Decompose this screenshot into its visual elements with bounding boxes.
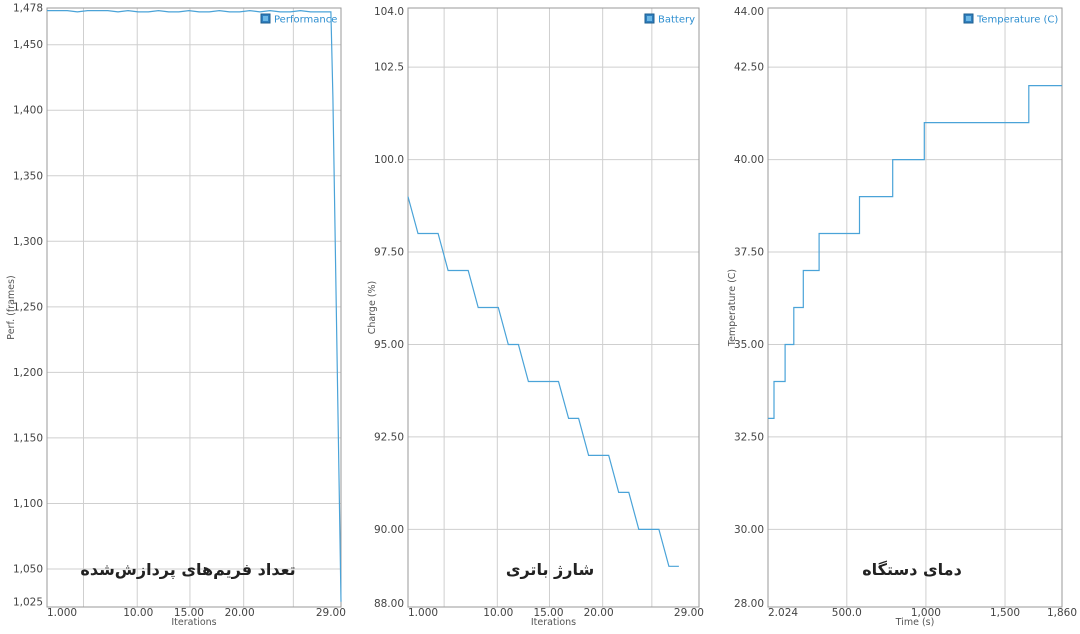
batt-ytick-label: 92.50 <box>374 431 404 443</box>
temp-xtick-label: 500.0 <box>832 607 862 619</box>
perf-ytick-label: 1,250 <box>13 301 43 313</box>
temp-y-axis-label: Temperature (C) <box>727 269 738 347</box>
perf-series-line <box>47 9 342 602</box>
batt-ytick-label: 97.50 <box>374 247 404 259</box>
perf-ytick-label: 1,300 <box>13 236 43 248</box>
temp-xtick-label: 1,000 <box>911 607 941 619</box>
perf-x-axis-label: Iterations <box>171 617 216 628</box>
perf-ytick-label: 1,200 <box>13 367 43 379</box>
perf-xtick-label: 1.000 <box>47 607 77 619</box>
perf-legend-swatch-inner <box>263 16 268 21</box>
batt-xtick-label: 10.00 <box>483 607 513 619</box>
batt-caption: شارژ باتری <box>506 560 594 579</box>
perf-ytick-label: 1,450 <box>13 39 43 51</box>
perf-xtick-label: 15.00 <box>174 607 204 619</box>
perf-ytick-label: 1,050 <box>13 563 43 575</box>
temp-ytick-label: 40.00 <box>734 154 764 166</box>
batt-xtick-label: 1.000 <box>408 607 438 619</box>
batt-legend-label: Battery <box>658 15 695 26</box>
temp-x-axis-label: Time (s) <box>895 617 935 628</box>
temp-ytick-label: 32.50 <box>734 431 764 443</box>
perf-legend-label: Performance <box>274 15 337 26</box>
batt-y-axis-label: Charge (%) <box>367 281 378 335</box>
perf-ytick-label: 1,350 <box>13 170 43 182</box>
perf-caption: تعداد فریم‌های پردازش‌شده <box>80 560 295 580</box>
perf-ytick-label: 1,150 <box>13 432 43 444</box>
batt-x-axis-label: Iterations <box>531 617 576 628</box>
temp-ytick-label: 44.00 <box>734 6 764 18</box>
batt-xtick-label: 20.00 <box>584 607 614 619</box>
temp-ytick-label: 37.50 <box>734 247 764 259</box>
batt-ytick-label: 88.00 <box>374 598 404 610</box>
temp-ytick-label: 30.00 <box>734 524 764 536</box>
temp-ytick-label: 28.00 <box>734 598 764 610</box>
perf-ytick-label: 1,100 <box>13 498 43 510</box>
temp-series-line <box>768 85 1062 419</box>
batt-ytick-label: 100.0 <box>374 154 404 166</box>
perf-y-axis-label: Perf. (frames) <box>6 275 17 339</box>
batt-ytick-label: 90.00 <box>374 524 404 536</box>
perf-xtick-label: 29.00 <box>316 607 346 619</box>
batt-xtick-label: 29.00 <box>674 607 704 619</box>
temp-ytick-label: 35.00 <box>734 339 764 351</box>
temp-caption: دمای دستگاه <box>862 560 962 579</box>
batt-ytick-label: 102.5 <box>374 62 404 74</box>
batt-legend-swatch-inner <box>647 16 652 21</box>
batt-ytick-label: 104.0 <box>374 6 404 18</box>
batt-ytick-label: 95.00 <box>374 339 404 351</box>
perf-plot-frame <box>46 7 342 608</box>
batt-plot-frame <box>407 7 700 608</box>
temp-xtick-label: 1,860 <box>1047 607 1077 619</box>
temp-xtick-label: 1,500 <box>990 607 1020 619</box>
perf-xtick-label: 10.00 <box>123 607 153 619</box>
perf-ytick-label: 1,478 <box>13 3 43 15</box>
temp-legend-label: Temperature (C) <box>976 15 1058 26</box>
temp-legend-swatch-inner <box>966 16 971 21</box>
batt-chart: 88.00 90.00 92.50 95.00 97.50 100.0 102.5 104.0… <box>367 6 704 628</box>
perf-chart: 1,025 1,050 1,100 1,150 1,200 1,250 1,300 1,350… <box>6 3 346 629</box>
temp-chart: 28.00 30.00 32.50 35.00 37.50 40.00 42.50 44.00… <box>727 6 1077 628</box>
temp-ytick-label: 42.50 <box>734 62 764 74</box>
temp-plot-frame <box>767 7 1063 608</box>
perf-xtick-label: 20.00 <box>225 607 255 619</box>
batt-xtick-label: 15.00 <box>533 607 563 619</box>
perf-ytick-label: 1,400 <box>13 105 43 117</box>
temp-xtick-label: 2.024 <box>768 607 798 619</box>
batt-series-line <box>407 196 679 567</box>
perf-ytick-label: 1,025 <box>13 596 43 608</box>
